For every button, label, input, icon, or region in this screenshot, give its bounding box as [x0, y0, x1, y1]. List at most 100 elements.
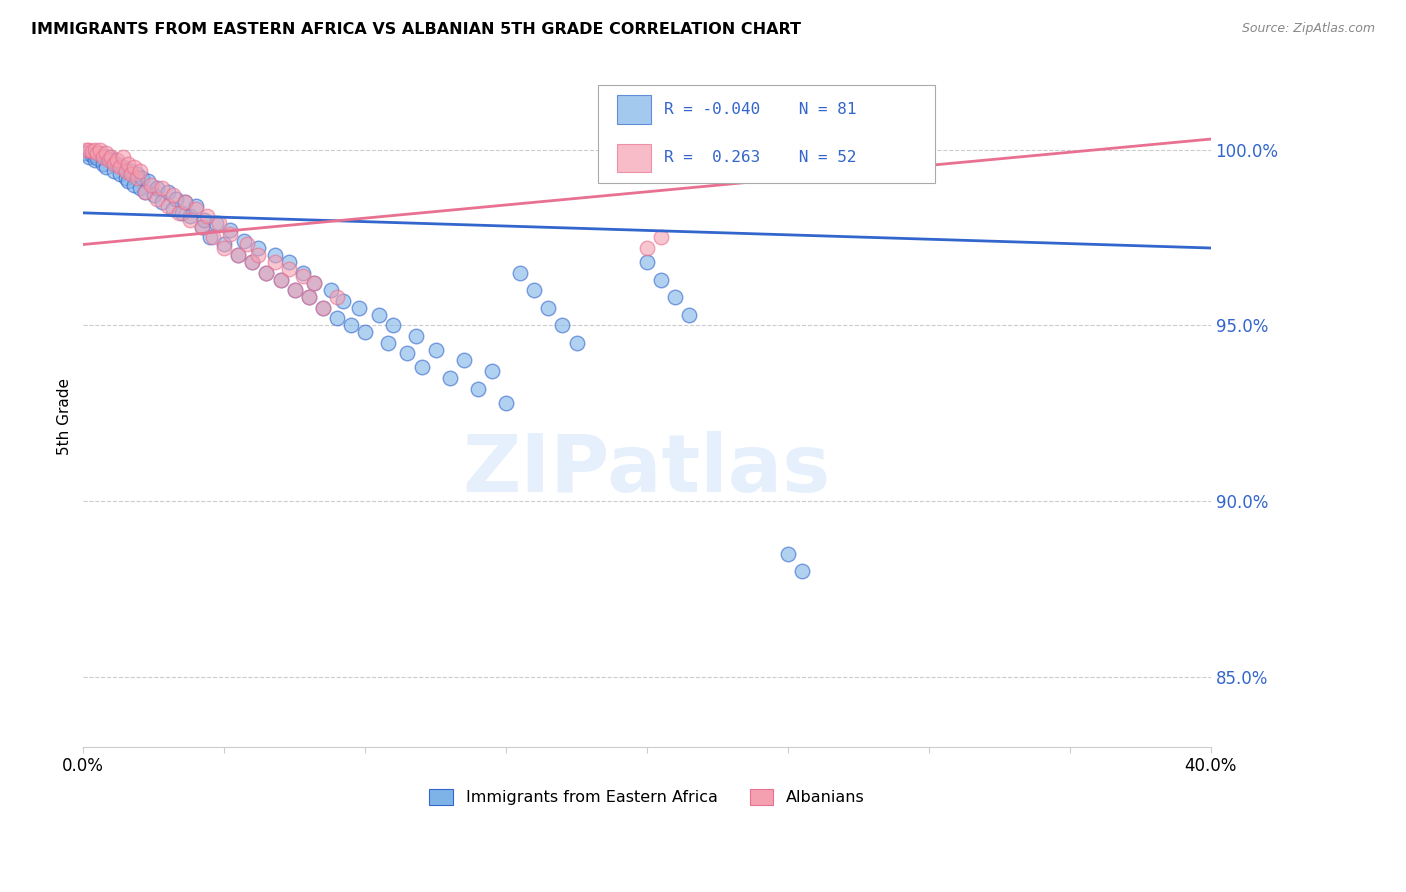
- Point: [523, 283, 546, 297]
- Point: [80, 148, 103, 162]
- Point: [91, 156, 114, 170]
- Point: [226, 248, 249, 262]
- Point: [173, 195, 195, 210]
- Point: [108, 167, 131, 181]
- Point: [321, 283, 343, 297]
- Point: [270, 272, 292, 286]
- Point: [105, 153, 128, 168]
- Point: [179, 213, 201, 227]
- Point: [128, 181, 150, 195]
- Point: [134, 185, 156, 199]
- Point: [650, 272, 672, 286]
- Point: [77, 143, 100, 157]
- Point: [349, 301, 371, 315]
- Point: [190, 219, 212, 234]
- Point: [86, 152, 108, 166]
- Point: [212, 237, 235, 252]
- Point: [86, 146, 108, 161]
- Point: [77, 150, 100, 164]
- Point: [150, 181, 173, 195]
- Point: [201, 230, 224, 244]
- Point: [264, 248, 287, 262]
- Text: R =  0.263    N = 52: R = 0.263 N = 52: [664, 151, 856, 165]
- Point: [184, 202, 207, 217]
- Point: [247, 248, 270, 262]
- Point: [509, 266, 531, 280]
- Point: [114, 170, 136, 185]
- Point: [368, 308, 391, 322]
- Point: [207, 216, 229, 230]
- Point: [537, 301, 560, 315]
- Point: [193, 213, 215, 227]
- Point: [790, 564, 813, 578]
- Point: [292, 269, 315, 284]
- Point: [125, 167, 148, 181]
- Point: [75, 146, 97, 161]
- Point: [396, 346, 419, 360]
- Point: [80, 145, 103, 159]
- Point: [304, 276, 326, 290]
- Legend: Immigrants from Eastern Africa, Albanians: Immigrants from Eastern Africa, Albanian…: [423, 782, 872, 812]
- Point: [91, 150, 114, 164]
- Point: [179, 210, 201, 224]
- Point: [89, 143, 111, 157]
- Point: [467, 382, 489, 396]
- Point: [134, 185, 156, 199]
- Point: [89, 146, 111, 161]
- Point: [304, 276, 326, 290]
- Text: IMMIGRANTS FROM EASTERN AFRICA VS ALBANIAN 5TH GRADE CORRELATION CHART: IMMIGRANTS FROM EASTERN AFRICA VS ALBANI…: [31, 22, 801, 37]
- Point: [270, 272, 292, 286]
- Point: [122, 160, 145, 174]
- Point: [636, 255, 658, 269]
- Point: [247, 241, 270, 255]
- Point: [312, 301, 335, 315]
- Point: [636, 241, 658, 255]
- Point: [156, 199, 179, 213]
- Point: [678, 308, 700, 322]
- Point: [75, 143, 97, 157]
- Point: [114, 163, 136, 178]
- Point: [326, 290, 349, 304]
- Point: [190, 219, 212, 234]
- Point: [218, 227, 240, 241]
- Point: [128, 163, 150, 178]
- Point: [242, 255, 264, 269]
- Point: [256, 266, 278, 280]
- Point: [664, 290, 686, 304]
- Point: [776, 547, 799, 561]
- Point: [167, 206, 190, 220]
- Point: [139, 178, 162, 192]
- Point: [165, 192, 187, 206]
- Point: [340, 318, 363, 333]
- Point: [100, 150, 122, 164]
- Point: [242, 255, 264, 269]
- Point: [94, 146, 117, 161]
- Text: ZIPatlas: ZIPatlas: [463, 431, 831, 508]
- Point: [495, 395, 517, 409]
- Point: [382, 318, 405, 333]
- Point: [425, 343, 447, 357]
- Point: [298, 290, 321, 304]
- Point: [145, 181, 167, 195]
- Point: [125, 170, 148, 185]
- Point: [332, 293, 354, 308]
- Point: [94, 160, 117, 174]
- Point: [650, 230, 672, 244]
- Point: [264, 255, 287, 269]
- Point: [162, 202, 184, 217]
- Point: [184, 199, 207, 213]
- Point: [284, 283, 307, 297]
- Point: [551, 318, 574, 333]
- Y-axis label: 5th Grade: 5th Grade: [58, 378, 72, 455]
- Point: [326, 311, 349, 326]
- Point: [120, 167, 142, 181]
- Point: [120, 163, 142, 178]
- Text: R = -0.040    N = 81: R = -0.040 N = 81: [664, 103, 856, 117]
- Point: [111, 160, 134, 174]
- Point: [103, 163, 125, 178]
- Point: [278, 255, 301, 269]
- Point: [278, 262, 301, 277]
- Point: [131, 170, 153, 185]
- Point: [354, 326, 377, 340]
- Point: [256, 266, 278, 280]
